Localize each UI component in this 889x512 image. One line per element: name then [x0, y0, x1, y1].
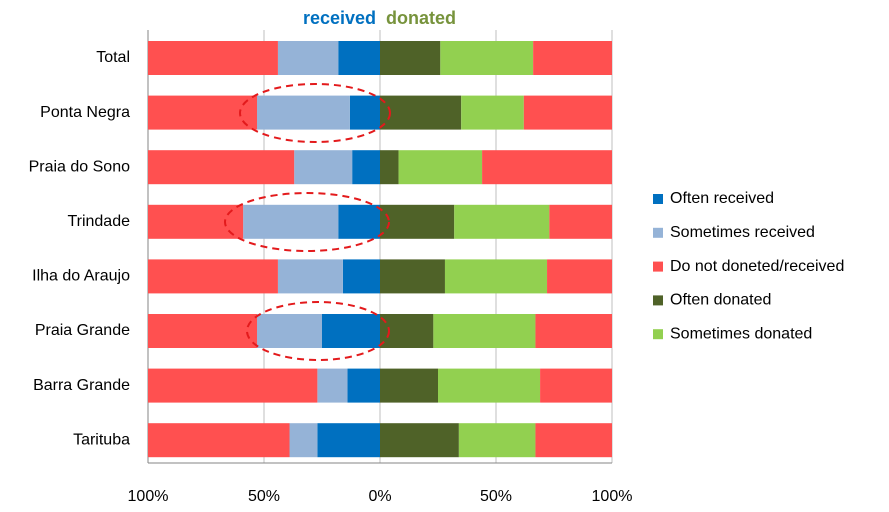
bar-segment — [294, 150, 353, 185]
bar-segment — [148, 314, 258, 348]
highlight-ellipse — [239, 83, 391, 143]
bar-segment — [547, 259, 612, 294]
bar-segment — [317, 368, 348, 403]
bar-segment — [349, 95, 380, 130]
bar-segment — [257, 314, 322, 348]
bar-segment — [380, 95, 462, 130]
x-tick-label: 100% — [592, 488, 633, 505]
legend-label: Often received — [670, 190, 774, 207]
bar-segment — [549, 204, 612, 239]
y-tick-label: Tarituba — [73, 431, 130, 448]
annotations — [224, 83, 391, 361]
legend-label: Often donated — [670, 292, 771, 309]
bar-segment — [289, 423, 318, 458]
bar-segment — [433, 314, 536, 348]
bar-segment — [380, 259, 445, 294]
y-tick-label: Barra Grande — [33, 377, 130, 394]
bar-segment — [523, 95, 612, 130]
x-tick-label: 0% — [368, 488, 391, 505]
bar-segment — [380, 368, 438, 403]
y-tick-label: Praia Grande — [35, 322, 130, 339]
side-label: received — [303, 8, 376, 28]
y-tick-label: Total — [96, 49, 130, 66]
x-tick-label: 100% — [128, 488, 169, 505]
y-tick-label: Praia do Sono — [29, 158, 131, 175]
highlight-ellipse — [224, 192, 390, 252]
bar-segment — [148, 368, 318, 403]
bar-segment — [482, 150, 612, 185]
legend-label: Do not doneted/received — [670, 258, 844, 275]
bar-segment — [398, 150, 483, 185]
y-tick-label: Ilha do Araujo — [32, 268, 130, 285]
bar-segment — [148, 204, 244, 239]
bar-segment — [243, 204, 339, 239]
bar-segment — [257, 95, 350, 130]
bar-segment — [380, 41, 441, 75]
bar-segment — [347, 368, 380, 403]
bar-segment — [338, 41, 380, 75]
y-tick-label: Trindade — [67, 213, 130, 230]
bar-segment — [540, 368, 612, 403]
bar-segment — [148, 150, 295, 185]
bar-segment — [352, 150, 380, 185]
bar-segment — [535, 314, 612, 348]
y-tick-label: Ponta Negra — [40, 104, 130, 121]
legend-label: Sometimes donated — [670, 325, 812, 342]
bar-segment — [148, 41, 278, 75]
bar-segment — [458, 423, 536, 458]
bar-segment — [535, 423, 612, 458]
bar-segment — [380, 423, 459, 458]
bar-segment — [322, 314, 380, 348]
bar-segment — [380, 204, 455, 239]
x-tick-label: 50% — [480, 488, 512, 505]
bar-segment — [454, 204, 550, 239]
bar-segment — [148, 259, 278, 294]
legend-swatch — [653, 194, 663, 204]
bar-segment — [533, 41, 612, 75]
legend-swatch — [653, 295, 663, 306]
bar-segment — [148, 423, 290, 458]
bar-segment — [277, 41, 339, 75]
legend-swatch — [653, 261, 663, 272]
bar-segment — [342, 259, 380, 294]
bar-segment — [461, 95, 524, 130]
bar-segment — [440, 41, 534, 75]
legend-swatch — [653, 329, 663, 340]
bar-segment — [380, 150, 399, 185]
bar-segment — [338, 204, 380, 239]
x-tick-label: 50% — [248, 488, 280, 505]
bar-segment — [148, 95, 258, 130]
bar-segment — [277, 259, 343, 294]
highlight-ellipse — [246, 301, 390, 361]
legend-label: Sometimes received — [670, 224, 815, 241]
bar-segment — [317, 423, 380, 458]
bar-segment — [438, 368, 541, 403]
bar-segment — [444, 259, 548, 294]
side-label: donated — [386, 8, 456, 28]
legend-swatch — [653, 227, 663, 238]
